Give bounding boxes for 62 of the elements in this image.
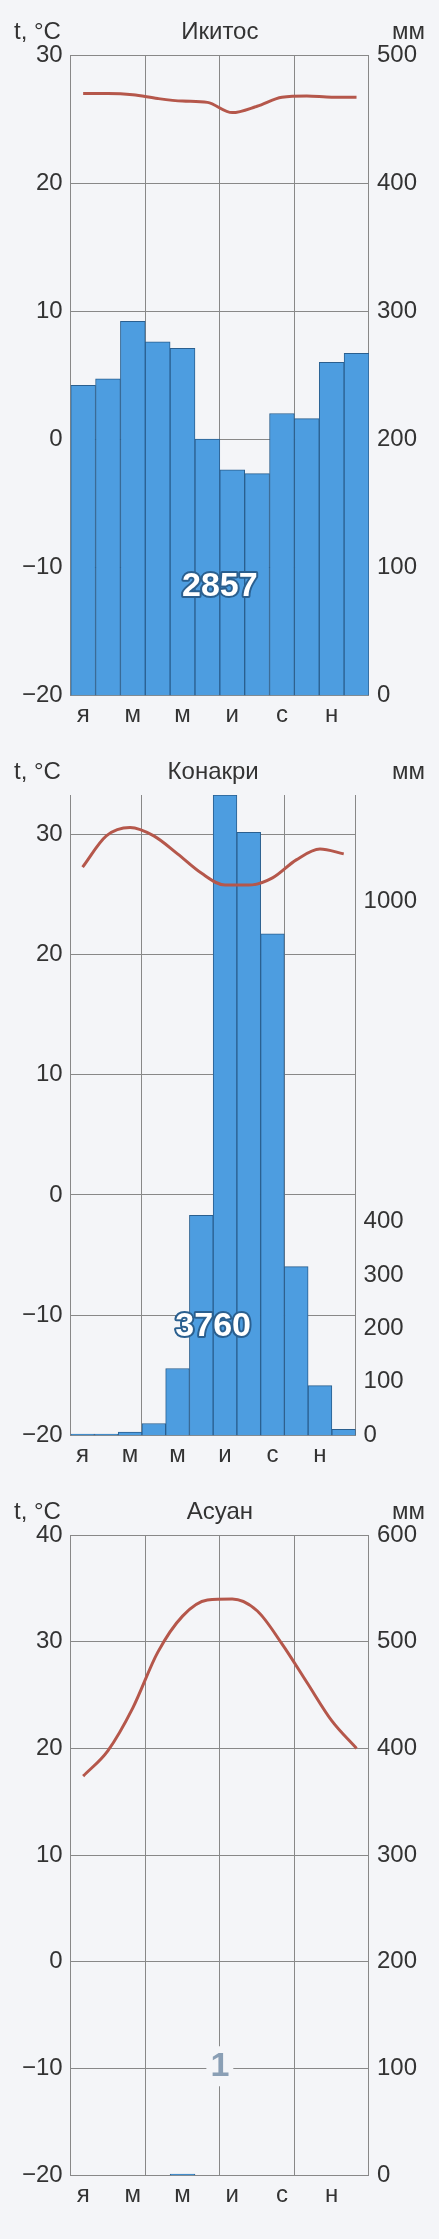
x-tick-label: я — [76, 2180, 90, 2208]
y2-tick-label: 200 — [363, 1313, 404, 1341]
y2-tick-label: 400 — [376, 1733, 417, 1761]
x-tick-label: и — [225, 700, 239, 728]
y2-tick-label: 200 — [376, 423, 417, 451]
y2-tick-label: 400 — [376, 167, 417, 195]
x-tick-label: и — [218, 1440, 232, 1468]
chart-title: Асуан — [186, 1497, 254, 1524]
y-tick-label: 10 — [36, 1839, 63, 1867]
y-tick-label: 0 — [49, 1946, 63, 1974]
y-tick-label: 10 — [36, 295, 63, 323]
y2-tick-label: 0 — [363, 1419, 377, 1447]
x-tick-label: я — [76, 1440, 90, 1468]
x-tick-label: м — [121, 1440, 139, 1468]
y2-tick-label: 100 — [376, 2053, 417, 2081]
annotation: 2857 — [182, 564, 258, 603]
x-tick-label: с — [266, 1440, 279, 1468]
y2-tick-label: 400 — [363, 1206, 404, 1234]
x-tick-label: м — [169, 1440, 186, 1468]
line-series — [81, 825, 346, 887]
y2-tick-label: 300 — [376, 295, 417, 323]
x-tick-label: м — [124, 2180, 142, 2208]
x-tick-label: с — [275, 700, 288, 728]
y-tick-label: 30 — [36, 819, 63, 847]
annotation: 1 — [210, 2044, 230, 2083]
y-tick-label: −20 — [21, 679, 63, 707]
y2-tick-label: 0 — [376, 2159, 391, 2187]
y2-tick-label: 300 — [376, 1839, 417, 1867]
x-tick-label: н — [325, 2180, 339, 2208]
y-tick-label: −20 — [21, 1419, 63, 1447]
y2-tick-label: 300 — [363, 1259, 404, 1287]
line-series — [81, 1597, 359, 1778]
x-tick-label: н — [313, 1440, 327, 1468]
y-tick-label: 10 — [36, 1059, 63, 1087]
y-tick-label: 0 — [49, 423, 63, 451]
x-tick-label: м — [174, 700, 191, 728]
chart-title: Конакри — [167, 757, 259, 784]
y-tick-label: 20 — [36, 1733, 63, 1761]
y-axis-title: t, °C — [14, 757, 61, 784]
x-tick-label: и — [225, 2180, 239, 2208]
y-tick-label: −20 — [21, 2159, 63, 2187]
y2-tick-label: 100 — [376, 551, 417, 579]
y2-tick-label: 500 — [376, 1626, 417, 1654]
y-tick-label: 30 — [36, 1626, 63, 1654]
line-series — [81, 91, 359, 115]
y2-tick-label: 200 — [376, 1946, 417, 1974]
y-tick-label: 0 — [49, 1179, 63, 1207]
y-tick-label: −10 — [21, 551, 63, 579]
y2-tick-label: 100 — [363, 1366, 404, 1394]
y-tick-label: −10 — [21, 2053, 63, 2081]
y2-tick-label: 1000 — [363, 886, 417, 914]
y-tick-label: 20 — [36, 167, 63, 195]
x-tick-label: м — [124, 700, 142, 728]
x-tick-label: я — [76, 700, 90, 728]
y2-tick-label: 0 — [376, 679, 391, 707]
x-tick-label: м — [174, 2180, 191, 2208]
x-tick-label: с — [275, 2180, 288, 2208]
y-tick-label: 20 — [36, 939, 63, 967]
y-tick-label: −10 — [21, 1299, 63, 1327]
y2-axis-title: мм — [392, 757, 425, 784]
chart-title: Икитос — [181, 17, 259, 44]
x-tick-label: н — [325, 700, 339, 728]
